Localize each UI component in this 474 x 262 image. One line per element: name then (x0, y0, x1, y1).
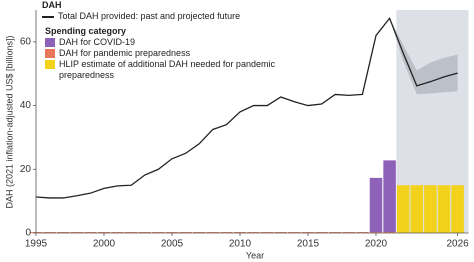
bar (165, 232, 179, 233)
bar (152, 232, 165, 233)
x-tick-label: 2010 (229, 239, 252, 250)
legend-label: DAH for COVID-19 (59, 37, 136, 47)
y-tick-label: 20 (20, 164, 32, 175)
bar (288, 232, 301, 233)
bar (424, 185, 437, 233)
bar (356, 232, 369, 233)
legend-item: HLIP estimate of additional DAH needed f… (45, 59, 277, 81)
x-axis-label: Year (246, 250, 264, 260)
y-tick-label: 40 (20, 100, 32, 111)
legend-swatch (45, 49, 55, 58)
legend-label: HLIP estimate of additional DAH needed f… (59, 59, 275, 80)
legend-line (42, 16, 54, 18)
bar (328, 232, 342, 233)
bar (70, 232, 84, 233)
legend-title: DAH (42, 0, 62, 10)
bar (206, 232, 220, 233)
bar (179, 232, 192, 233)
x-tick-label: 2015 (297, 239, 320, 250)
bar (192, 232, 206, 233)
bar (247, 232, 260, 233)
bar (342, 232, 356, 233)
legend-item: DAH for COVID-19 (45, 37, 277, 48)
legend: DAH Total DAH provided: past and project… (42, 0, 280, 83)
uncertainty-band (389, 18, 458, 95)
x-tick-label: 1995 (25, 239, 48, 250)
bar (396, 185, 410, 233)
bar (111, 232, 124, 233)
bar (383, 232, 396, 233)
y-tick-label: 0 (25, 228, 31, 239)
bar (84, 232, 97, 233)
bar (315, 232, 328, 233)
bar (301, 232, 315, 233)
legend-box: Spending category DAH for COVID-19 DAH f… (42, 24, 280, 83)
bar (43, 232, 56, 233)
legend-label: Total DAH provided: past and projected f… (58, 11, 241, 21)
bar (260, 232, 274, 233)
bar (410, 185, 424, 233)
bar (437, 185, 451, 233)
x-tick-label: 2026 (446, 239, 469, 250)
legend-item: DAH for pandemic preparedness (45, 48, 277, 59)
bar (233, 232, 247, 233)
bar (56, 232, 70, 233)
x-tick-label: 2020 (365, 239, 388, 250)
x-tick-label: 2005 (161, 239, 184, 250)
y-axis-label: DAH (2021 inflation-adjusted US$ [billio… (4, 35, 14, 208)
line (35, 16, 458, 199)
bar (124, 232, 138, 233)
legend-swatch (45, 38, 55, 47)
legend-subtitle: Spending category (45, 26, 127, 36)
bar (451, 185, 464, 233)
legend-swatch (45, 60, 55, 69)
legend-item: Total DAH provided: past and projected f… (42, 11, 280, 22)
legend-label: DAH for pandemic preparedness (59, 48, 191, 58)
x-tick-label: 2000 (93, 239, 116, 250)
bar (97, 232, 111, 233)
bar (274, 232, 288, 233)
bar (138, 232, 152, 233)
bar (383, 160, 396, 233)
bar (369, 177, 383, 233)
y-tick-label: 60 (20, 36, 32, 47)
bar (220, 232, 233, 233)
bar (369, 232, 383, 233)
